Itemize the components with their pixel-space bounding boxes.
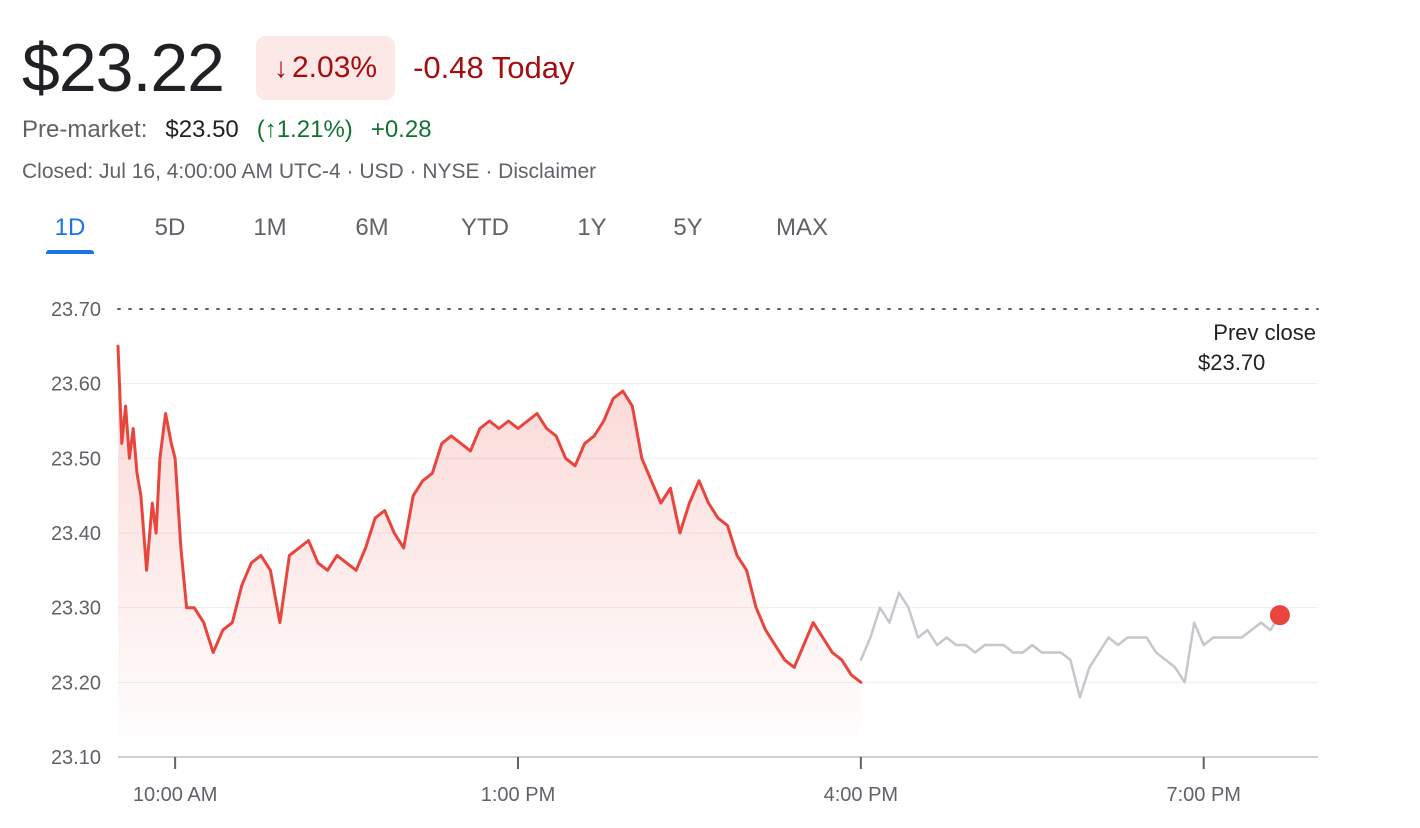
y-tick-label: 23.10	[51, 747, 101, 769]
current-price: $23.22	[22, 30, 225, 106]
disclaimer-link[interactable]: Disclaimer	[498, 160, 597, 183]
market-status: Closed: Jul 16, 4:00:00 AM UTC-4 · USD ·…	[22, 160, 596, 184]
y-tick-label: 23.50	[51, 448, 101, 470]
premarket-percent: (↑1.21%)	[256, 116, 353, 143]
x-tick-label: 1:00 PM	[481, 784, 555, 806]
price-series	[116, 344, 1290, 757]
x-tick-label: 4:00 PM	[824, 784, 898, 806]
quote-header: $23.22 ↓ 2.03% -0.48 Today	[22, 28, 575, 108]
arrow-down-icon: ↓	[273, 52, 288, 83]
current-price-dot	[1269, 605, 1290, 626]
tab-1m[interactable]: 1M	[253, 214, 287, 241]
y-axis-labels: 23.70 23.60 23.50 23.40 23.30 23.20 23.10	[51, 299, 101, 769]
y-tick-label: 23.60	[51, 374, 101, 396]
x-tick-label: 7:00 PM	[1166, 784, 1240, 806]
change-today: -0.48 Today	[413, 50, 575, 85]
change-percent: 2.03%	[291, 51, 378, 84]
tab-1d[interactable]: 1D	[46, 204, 94, 254]
closed-info: Closed: Jul 16, 4:00:00 AM UTC-4 · USD ·…	[22, 160, 499, 183]
after-hours-line	[859, 591, 1282, 699]
tab-5d[interactable]: 5D	[154, 214, 186, 241]
y-tick-label: 23.40	[51, 523, 101, 545]
prev-close-value: $23.70	[1198, 350, 1265, 375]
tab-1y[interactable]: 1Y	[577, 214, 607, 241]
y-tick-label: 23.20	[51, 672, 101, 694]
y-tick-label: 23.70	[51, 299, 101, 321]
x-axis-labels: 10:00 AM 1:00 PM 4:00 PM 7:00 PM	[133, 757, 1241, 806]
regular-session-line	[116, 344, 863, 684]
tab-6m[interactable]: 6M	[355, 214, 389, 241]
y-tick-label: 23.30	[51, 598, 101, 620]
tab-ytd[interactable]: YTD	[461, 214, 509, 241]
premarket-label: Pre-market:	[22, 116, 148, 143]
tab-max[interactable]: MAX	[775, 214, 828, 241]
premarket-row: Pre-market: $23.50 (↑1.21%) +0.28	[22, 116, 432, 144]
prev-close-annotation: Prev close $23.70	[1198, 320, 1316, 375]
regular-session-area	[118, 346, 861, 757]
premarket-price: $23.50	[165, 116, 239, 143]
change-percent-badge: ↓ 2.03%	[255, 36, 396, 100]
prev-close-label: Prev close	[1213, 320, 1316, 345]
price-chart[interactable]: 23.70 23.60 23.50 23.40 23.30 23.20 23.10 10:0…	[0, 280, 1420, 828]
premarket-change: +0.28	[370, 116, 432, 143]
tab-5y[interactable]: 5Y	[673, 214, 703, 241]
x-tick-label: 10:00 AM	[133, 784, 218, 806]
